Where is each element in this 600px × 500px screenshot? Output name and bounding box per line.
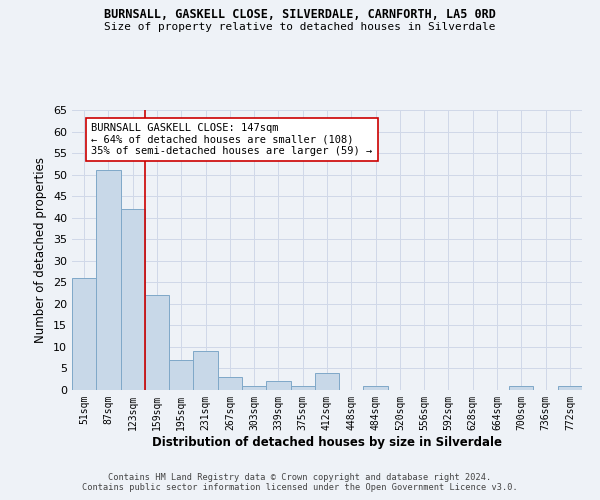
Bar bbox=[364, 386, 388, 390]
Text: BURNSALL GASKELL CLOSE: 147sqm
← 64% of detached houses are smaller (108)
35% of: BURNSALL GASKELL CLOSE: 147sqm ← 64% of … bbox=[91, 123, 373, 156]
Bar bbox=[266, 382, 290, 390]
Text: Size of property relative to detached houses in Silverdale: Size of property relative to detached ho… bbox=[104, 22, 496, 32]
Text: Contains HM Land Registry data © Crown copyright and database right 2024.
Contai: Contains HM Land Registry data © Crown c… bbox=[82, 473, 518, 492]
Bar bbox=[558, 386, 582, 390]
Bar bbox=[72, 278, 96, 390]
Bar bbox=[315, 373, 339, 390]
Bar bbox=[96, 170, 121, 390]
Y-axis label: Number of detached properties: Number of detached properties bbox=[34, 157, 47, 343]
Bar bbox=[509, 386, 533, 390]
Bar bbox=[193, 351, 218, 390]
Bar bbox=[121, 209, 145, 390]
X-axis label: Distribution of detached houses by size in Silverdale: Distribution of detached houses by size … bbox=[152, 436, 502, 448]
Bar bbox=[145, 295, 169, 390]
Bar bbox=[169, 360, 193, 390]
Bar bbox=[242, 386, 266, 390]
Bar bbox=[290, 386, 315, 390]
Text: BURNSALL, GASKELL CLOSE, SILVERDALE, CARNFORTH, LA5 0RD: BURNSALL, GASKELL CLOSE, SILVERDALE, CAR… bbox=[104, 8, 496, 20]
Bar bbox=[218, 377, 242, 390]
